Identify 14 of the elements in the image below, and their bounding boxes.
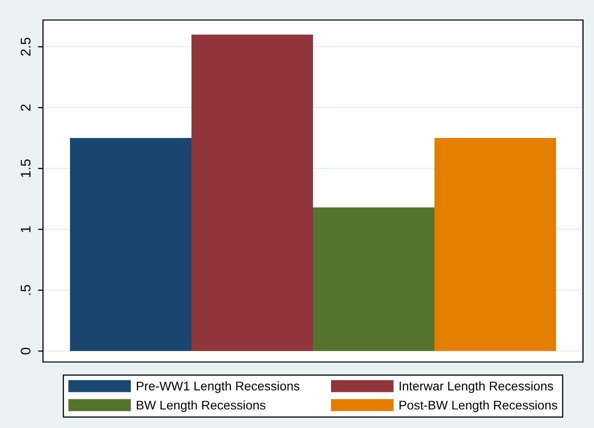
y-tick-label: 2 — [20, 104, 30, 111]
bar — [434, 138, 556, 352]
y-tick-label: 1.5 — [20, 159, 31, 178]
y-tick-label: .5 — [20, 284, 31, 295]
legend-label: Interwar Length Recessions — [400, 381, 554, 393]
y-tick-label: 1 — [20, 226, 30, 232]
legend-label: BW Length Recessions — [136, 400, 266, 412]
bar — [313, 207, 434, 352]
y-tick-label: 0 — [20, 348, 31, 354]
bar — [70, 138, 192, 352]
legend-label: Pre-WW1 Length Recessions — [136, 381, 300, 393]
y-tick-label: 2.5 — [20, 38, 31, 56]
legend-label: Post-BW Length Recessions — [400, 400, 558, 412]
bar — [192, 34, 313, 352]
